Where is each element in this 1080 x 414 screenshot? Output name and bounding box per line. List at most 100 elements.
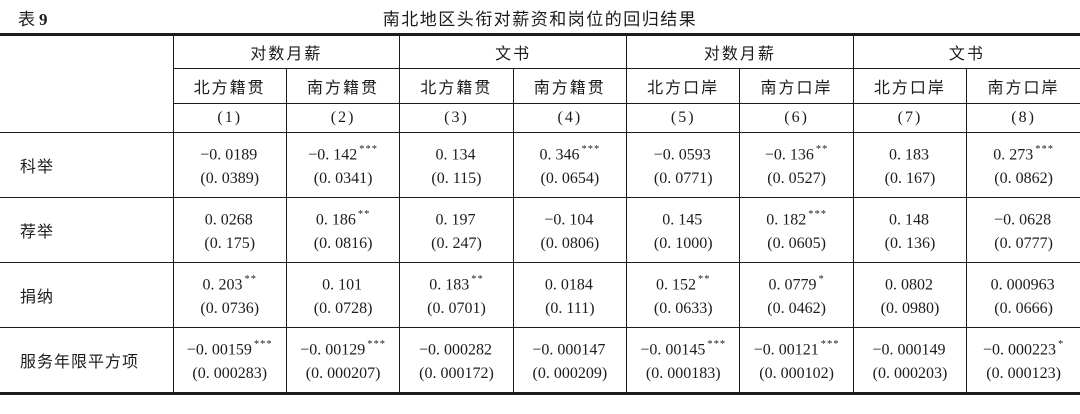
coef-line: −0. 000223 * (982, 339, 1065, 359)
data-cell: −0. 136 ** (0. 0527) (739, 132, 854, 198)
se-line: (0. 0666) (994, 300, 1053, 317)
table-word: 表 (18, 10, 35, 29)
data-cell: −0. 0628 (0. 0777) (966, 197, 1080, 263)
group-header-clerk-1: 文书 (399, 34, 627, 69)
se-line: (0. 247) (431, 235, 482, 252)
se-line: (0. 0816) (313, 235, 373, 252)
column-number-cell: (8) (966, 103, 1080, 133)
table-row-juanna: 捐纳 0. 203 ** (0. 0736) 0. 101 (0. 0728) 0. … (0, 262, 1080, 328)
data-cell: 0. 152 ** (0. 0633) (625, 262, 740, 328)
se-line: (0. 0806) (540, 235, 600, 252)
data-cell: −0. 104 (0. 0806) (512, 197, 627, 263)
row-label: 服务年限平方项 (0, 327, 174, 394)
table-title: 南北地区头衔对薪资和岗位的回归结果 (382, 10, 698, 29)
coef-line: 0. 203 ** (202, 274, 257, 294)
data-cell: 0. 197 (0. 247) (399, 197, 514, 263)
data-cell: 0. 145 (0. 1000) (625, 197, 740, 263)
significance-stars: *** (707, 339, 727, 350)
coef-line: 0. 145 (662, 211, 703, 229)
coef-line: −0. 000149 (872, 341, 946, 359)
coef-line: 0. 0802 (884, 276, 933, 294)
coef-line: 0. 152 ** (655, 274, 711, 294)
data-cell: −0. 0189 (0. 0389) (172, 132, 287, 198)
se-line: (0. 000283) (192, 365, 268, 382)
subheader-cell: 北方口岸 (852, 68, 967, 104)
significance-stars: *** (367, 339, 386, 350)
row-label: 荐举 (0, 197, 174, 263)
data-cell: 0. 0268 (0. 175) (172, 197, 287, 263)
data-cell: 0. 0779 * (0. 0462) (739, 262, 854, 328)
se-line: (0. 0654) (540, 170, 600, 187)
column-number-cell: (7) (852, 103, 967, 133)
significance-stars: * (1057, 339, 1065, 350)
data-cell: −0. 000149 (0. 000203) (852, 327, 967, 394)
coef-line: 0. 197 (435, 211, 476, 229)
se-line: (0. 0633) (653, 300, 713, 317)
data-cell: 0. 0802 (0. 0980) (852, 262, 967, 328)
subheader-cell: 南方籍贯 (512, 68, 627, 104)
coef-line: 0. 273 *** (993, 144, 1054, 164)
subheader-cell: 北方籍贯 (399, 68, 514, 104)
coef-line: 0. 183 ** (429, 274, 484, 294)
data-cell: −0. 000147 (0. 000209) (512, 327, 627, 394)
data-cell: −0. 00121 *** (0. 000102) (739, 327, 854, 394)
coef-line: −0. 00159 *** (186, 339, 273, 359)
column-number-cell: (4) (512, 103, 627, 133)
data-cell: 0. 101 (0. 0728) (285, 262, 400, 328)
se-line: (0. 0862) (994, 170, 1053, 187)
data-cell: 0. 182 *** (0. 0605) (739, 197, 854, 263)
data-cell: −0. 00145 *** (0. 000183) (625, 327, 740, 394)
subheader-row: 北方籍贯 南方籍贯 北方籍贯 南方籍贯 北方口岸 南方口岸 北方口岸 南方口岸 (0, 68, 1080, 104)
column-number-row: (1) (2) (3) (4) (5) (6) (7) (8) (0, 103, 1080, 133)
se-line: (0. 000183) (645, 365, 721, 382)
significance-stars: *** (808, 209, 827, 220)
significance-stars: *** (1035, 144, 1054, 155)
data-cell: −0. 142 *** (0. 0341) (285, 132, 400, 198)
coef-line: 0. 134 (435, 146, 476, 164)
se-line: (0. 0777) (994, 235, 1053, 252)
coef-line: −0. 0593 (653, 146, 711, 164)
table-row-service-years-squared: 服务年限平方项 −0. 00159 *** (0. 000283) −0. 0012… (0, 327, 1080, 394)
significance-stars: ** (357, 209, 371, 220)
coef-line: −0. 0189 (200, 146, 258, 164)
data-cell: −0. 000223 * (0. 000123) (966, 327, 1080, 394)
coef-line: −0. 00121 *** (753, 339, 840, 359)
group-header-row: 对数月薪 文书 对数月薪 文书 (0, 34, 1080, 133)
se-line: (0. 175) (204, 235, 256, 252)
se-line: (0. 000207) (305, 365, 381, 382)
se-line: (0. 115) (431, 170, 482, 187)
data-cell: 0. 203 ** (0. 0736) (172, 262, 287, 328)
se-line: (0. 0462) (767, 300, 826, 317)
group-header-log-salary-1: 对数月薪 (172, 34, 400, 69)
subheader-cell: 南方口岸 (966, 68, 1080, 104)
se-line: (0. 0736) (200, 300, 260, 317)
subheader-cell: 北方籍贯 (172, 68, 287, 104)
se-line: (0. 136) (884, 235, 936, 252)
row-label: 科举 (0, 132, 174, 198)
se-line: (0. 0605) (767, 235, 826, 252)
data-cell: 0. 148 (0. 136) (852, 197, 967, 263)
se-line: (0. 000123) (986, 365, 1061, 382)
coef-line: −0. 142 *** (308, 144, 378, 164)
subheader-cell: 南方口岸 (739, 68, 854, 104)
column-number-cell: (6) (739, 103, 854, 133)
se-line: (0. 000203) (872, 365, 948, 382)
se-line: (0. 111) (545, 300, 595, 317)
se-line: (0. 0980) (880, 300, 940, 317)
se-line: (0. 0341) (313, 170, 373, 187)
coef-line: −0. 000282 (418, 341, 492, 359)
coef-line: −0. 136 ** (764, 144, 829, 164)
significance-stars: ** (244, 274, 257, 285)
se-line: (0. 000172) (419, 365, 494, 382)
coef-line: 0. 0779 * (768, 274, 825, 294)
data-cell: 0. 183 (0. 167) (852, 132, 967, 198)
group-header-log-salary-2: 对数月薪 (626, 34, 854, 69)
coef-line: 0. 186 ** (315, 209, 371, 229)
data-cell: 0. 0184 (0. 111) (512, 262, 627, 328)
data-cell: −0. 00129 *** (0. 000207) (285, 327, 400, 394)
significance-stars: *** (359, 144, 378, 155)
se-line: (0. 1000) (653, 235, 713, 252)
significance-stars: *** (253, 339, 273, 350)
